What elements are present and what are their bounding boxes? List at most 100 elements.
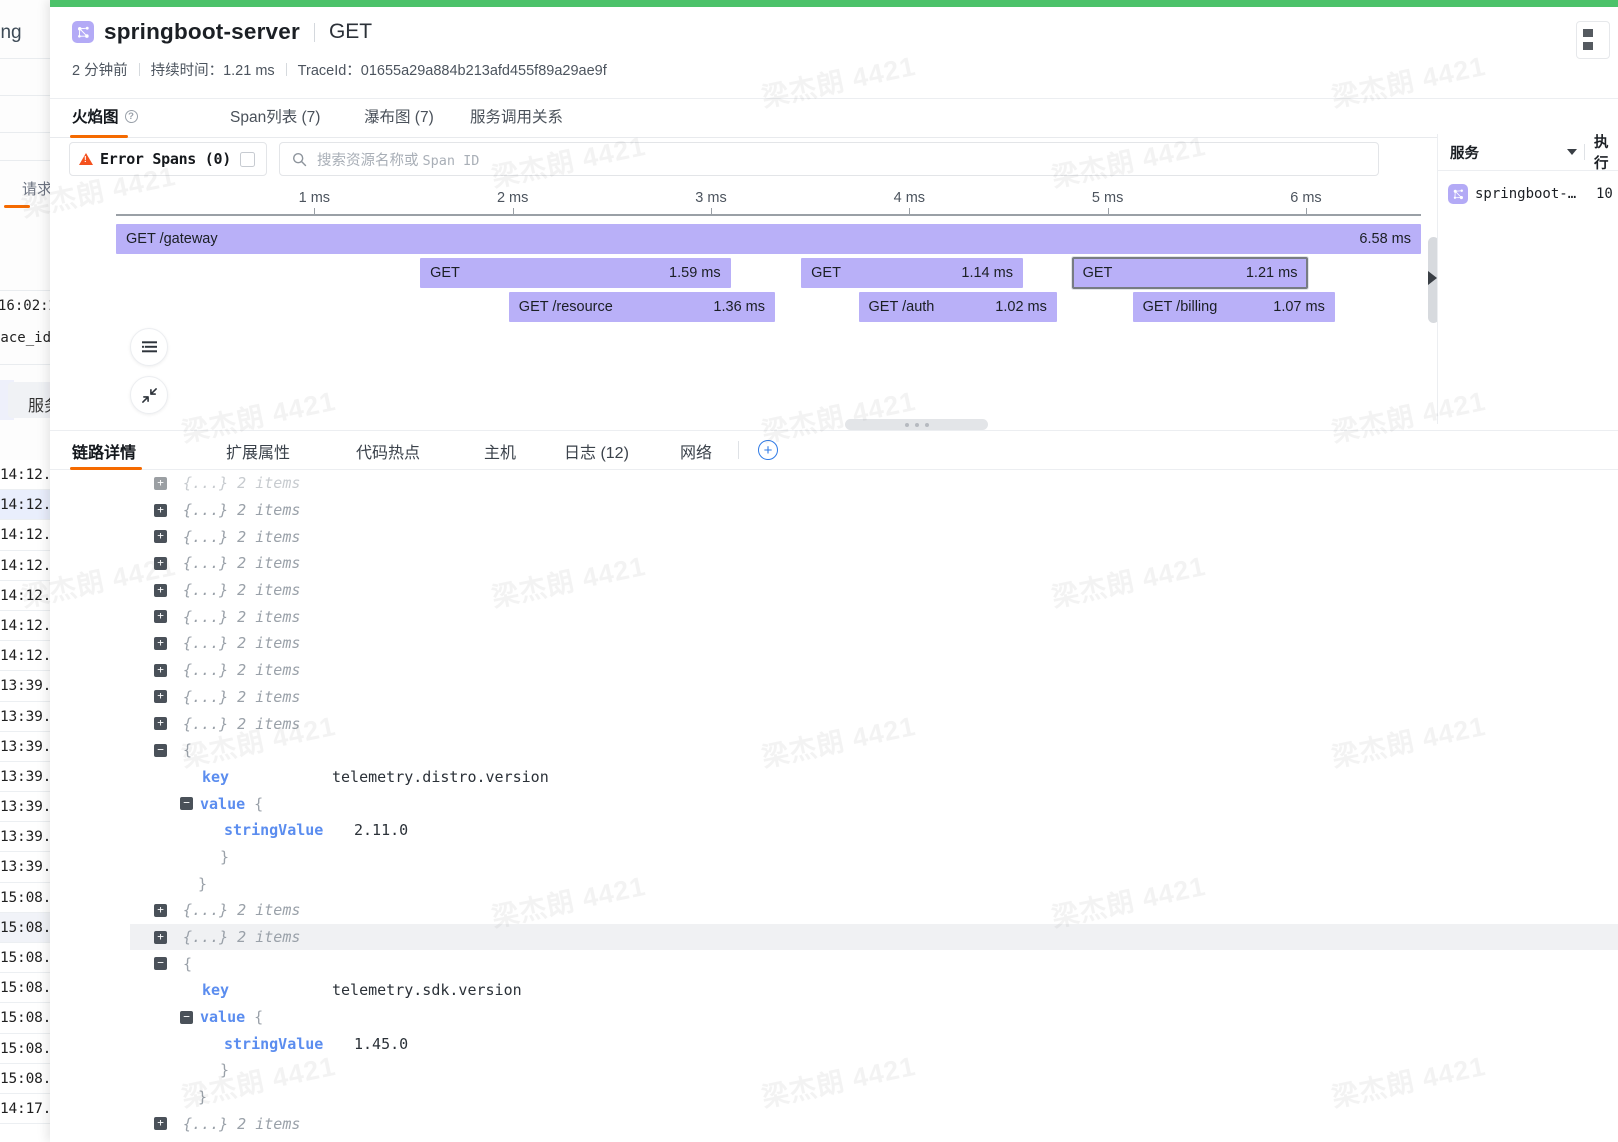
http-method: GET: [328, 20, 373, 43]
background-row: 13:39.: [0, 702, 90, 732]
flamegraph-span[interactable]: GET 1.59 ms: [420, 258, 731, 288]
detail-tab-5[interactable]: 日志 (12): [564, 445, 629, 462]
json-row[interactable]: + {...} 2 items: [130, 897, 1618, 924]
json-row[interactable]: −{: [130, 737, 1618, 764]
json-collapsed-label: {...} 2 items: [183, 901, 301, 920]
flamegraph-span[interactable]: GET /resource 1.36 ms: [508, 292, 776, 322]
panel-header: springboot-server GET 2 分钟前 持续时间：1.21 ms…: [50, 7, 1618, 99]
expand-right-arrow-icon[interactable]: [1428, 271, 1437, 285]
ruler-baseline: [116, 214, 1421, 216]
json-row[interactable]: + {...} 2 items: [130, 657, 1618, 684]
detail-tab-6[interactable]: 网络: [680, 445, 713, 462]
span-name: GET: [811, 265, 841, 281]
json-row[interactable]: stringValue 1.45.0: [130, 1030, 1618, 1057]
collapse-button[interactable]: [130, 376, 168, 414]
json-row[interactable]: + {...} 2 items: [130, 710, 1618, 737]
table-row[interactable]: springboot-… 10: [1438, 179, 1618, 209]
expand-toggle[interactable]: +: [154, 717, 167, 731]
json-row[interactable]: + {...} 2 items: [130, 1111, 1618, 1138]
expand-toggle[interactable]: +: [154, 903, 167, 917]
flamegraph[interactable]: GET /gateway 6.58 ms GET 1.59 ms GET /resour…: [50, 224, 1618, 414]
trace-detail-panel: springboot-server GET 2 分钟前 持续时间：1.21 ms…: [50, 0, 1618, 1142]
json-row[interactable]: + {...} 2 items: [130, 577, 1618, 604]
collapse-toggle[interactable]: −: [180, 797, 193, 811]
help-icon[interactable]: ?: [124, 110, 138, 123]
error-spans-checkbox[interactable]: [239, 151, 255, 167]
flamegraph-span[interactable]: GET /gateway 6.58 ms: [116, 224, 1421, 254]
json-row[interactable]: stringValue 2.11.0: [130, 817, 1618, 844]
json-row[interactable]: }: [130, 844, 1618, 871]
service-mesh-icon: [72, 21, 94, 43]
expand-toggle[interactable]: +: [154, 636, 167, 650]
json-row[interactable]: + {...} 2 items: [130, 923, 1618, 951]
json-row[interactable]: + {...} 2 items: [130, 550, 1618, 577]
search-input[interactable]: 搜索资源名称或 Span ID: [279, 142, 1379, 176]
background-row: 13:39.: [0, 822, 90, 853]
expand-toggle[interactable]: +: [154, 1117, 167, 1131]
json-collapsed-label: {...} 2 items: [183, 928, 301, 947]
json-row[interactable]: + {...} 2 items: [130, 497, 1618, 524]
expand-toggle[interactable]: +: [154, 503, 167, 517]
tab-label: Span列表 (7): [230, 109, 321, 126]
background-label-request: 请求: [22, 181, 53, 198]
column-header-exec: 执行: [1594, 135, 1609, 172]
json-row[interactable]: + {...} 2 items: [130, 523, 1618, 550]
expand-toggle[interactable]: +: [154, 610, 167, 624]
tab-2[interactable]: Span列表 (7): [230, 105, 320, 127]
error-spans-filter[interactable]: Error Spans (0): [69, 142, 267, 176]
detail-tab-3[interactable]: 代码热点: [356, 445, 421, 462]
expand-toggle[interactable]: +: [154, 690, 167, 704]
span-name: GET: [1082, 265, 1113, 281]
column-header-service: 服务: [1450, 145, 1479, 162]
detail-tab-1[interactable]: 链路详情: [72, 445, 137, 462]
expand-toggle[interactable]: +: [154, 556, 167, 570]
json-row[interactable]: key telemetry.distro.version: [130, 764, 1618, 791]
json-row[interactable]: + {...} 2 items: [130, 684, 1618, 711]
json-row[interactable]: key telemetry.sdk.version: [130, 977, 1618, 1004]
flamegraph-span[interactable]: GET /billing 1.07 ms: [1132, 292, 1335, 322]
json-row[interactable]: }: [130, 870, 1618, 897]
add-tab-button[interactable]: +: [758, 440, 778, 460]
detail-tab-4[interactable]: 主机: [484, 445, 517, 462]
ruler-tick: [909, 208, 911, 216]
json-brace: {: [254, 794, 264, 813]
json-row[interactable]: −{: [130, 950, 1618, 977]
background-row: 15:08.: [0, 1034, 90, 1064]
collapse-toggle[interactable]: −: [154, 957, 167, 971]
detail-tab-2[interactable]: 扩展属性: [226, 445, 291, 462]
resize-grip[interactable]: [845, 419, 988, 430]
ruler-tick-label: 4 ms: [893, 190, 926, 206]
expand-toggle[interactable]: +: [154, 530, 167, 544]
span-duration: 1.14 ms: [961, 265, 1013, 281]
expand-toggle[interactable]: +: [154, 930, 167, 944]
collapse-toggle[interactable]: −: [154, 743, 167, 757]
list-icon: [141, 340, 157, 352]
expand-toggle[interactable]: +: [154, 476, 167, 490]
json-key: stringValue: [224, 821, 324, 840]
list-view-button[interactable]: [130, 328, 168, 366]
chevron-down-icon[interactable]: [1567, 149, 1577, 155]
flamegraph-span[interactable]: GET 1.21 ms: [1071, 257, 1309, 289]
tab-3[interactable]: 瀑布图 (7): [364, 105, 434, 127]
flamegraph-span[interactable]: GET 1.14 ms: [801, 258, 1023, 288]
json-collapsed-label: {...} 2 items: [183, 474, 301, 493]
tab-1[interactable]: 火焰图?: [72, 105, 138, 127]
json-row[interactable]: }: [130, 1084, 1618, 1111]
flamegraph-span[interactable]: GET /auth 1.02 ms: [858, 292, 1057, 322]
ruler-tick-label: 5 ms: [1091, 190, 1124, 206]
json-row[interactable]: }: [130, 1057, 1618, 1084]
expand-toggle[interactable]: +: [154, 663, 167, 677]
json-brace: {: [183, 741, 193, 760]
collapse-toggle[interactable]: −: [180, 1010, 193, 1024]
json-row[interactable]: + {...} 2 items: [130, 603, 1618, 630]
json-tree[interactable]: + {...} 2 items + {...} 2 items + {...} 2 ite…: [130, 470, 1618, 1142]
json-row[interactable]: − value {: [130, 790, 1618, 817]
ruler-tick: [314, 208, 316, 216]
json-row[interactable]: + {...} 2 items: [130, 630, 1618, 657]
json-row[interactable]: − value {: [130, 1004, 1618, 1031]
expand-toggle[interactable]: +: [154, 583, 167, 597]
tab-4[interactable]: 服务调用关系: [470, 105, 563, 127]
json-row[interactable]: + {...} 2 items: [130, 470, 1618, 497]
top-right-widget[interactable]: [1576, 21, 1610, 59]
json-value: telemetry.sdk.version: [332, 981, 522, 1000]
